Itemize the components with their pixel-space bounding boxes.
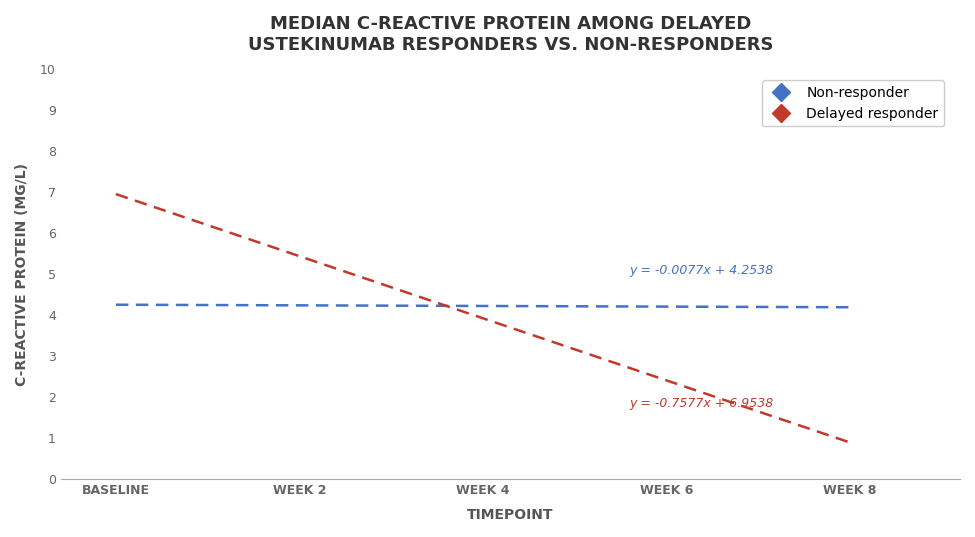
Title: MEDIAN C-REACTIVE PROTEIN AMONG DELAYED
USTEKINUMAB RESPONDERS VS. NON-RESPONDER: MEDIAN C-REACTIVE PROTEIN AMONG DELAYED … <box>248 15 773 54</box>
X-axis label: TIMEPOINT: TIMEPOINT <box>467 508 554 522</box>
Text: y = -0.0077x + 4.2538: y = -0.0077x + 4.2538 <box>630 264 774 277</box>
Y-axis label: C-REACTIVE PROTEIN (MG/L): C-REACTIVE PROTEIN (MG/L) <box>15 163 29 386</box>
Legend: Non-responder, Delayed responder: Non-responder, Delayed responder <box>761 81 944 126</box>
Text: y = -0.7577x + 6.9538: y = -0.7577x + 6.9538 <box>630 397 774 410</box>
